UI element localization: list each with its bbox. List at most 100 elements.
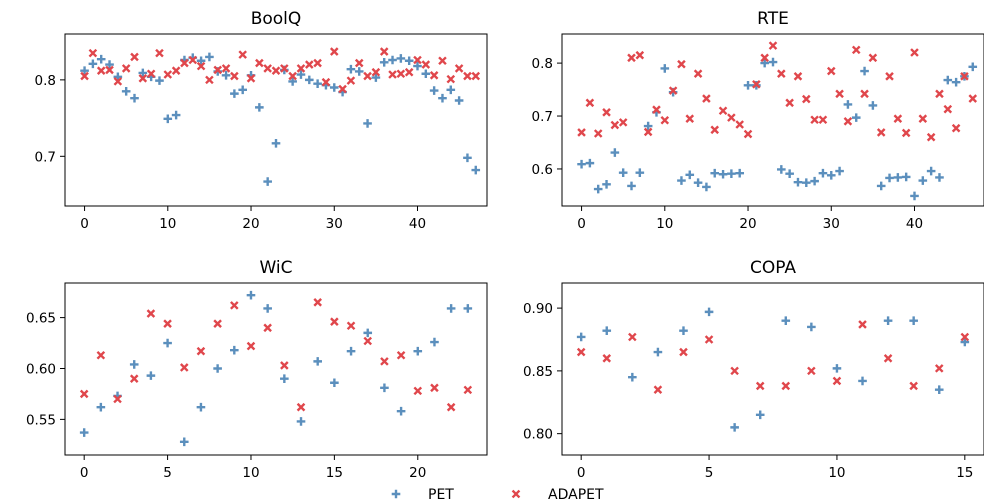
data-point <box>702 94 711 103</box>
data-point <box>438 93 447 103</box>
data-point <box>793 177 803 187</box>
panel-title: RTE <box>757 9 789 29</box>
data-point <box>704 307 714 317</box>
data-point <box>221 70 231 80</box>
data-point <box>968 62 978 72</box>
data-point <box>935 173 944 182</box>
data-point <box>718 169 728 179</box>
x-tick-label: 40 <box>409 216 426 232</box>
data-point <box>635 50 645 60</box>
data-point <box>205 52 214 62</box>
x-tick-label: 0 <box>577 465 586 481</box>
data-point <box>363 336 373 346</box>
data-point <box>602 180 611 189</box>
data-point <box>860 66 869 76</box>
data-point <box>329 47 339 56</box>
y-tick-label: 0.90 <box>523 301 553 317</box>
data-point <box>396 54 406 63</box>
data-point <box>380 383 389 393</box>
data-point <box>446 85 456 95</box>
data-point <box>238 50 247 59</box>
series-adapet <box>577 41 978 142</box>
data-point <box>371 73 381 82</box>
y-tick-label: 0.85 <box>523 364 553 380</box>
data-point <box>743 81 753 90</box>
data-point <box>660 64 670 73</box>
data-point <box>463 304 473 313</box>
data-point <box>730 423 739 432</box>
legend: PET ADAPET <box>391 487 604 503</box>
data-point <box>777 69 786 78</box>
data-point <box>296 70 306 79</box>
data-point <box>910 48 919 57</box>
data-point <box>146 309 156 318</box>
plot-frame <box>561 282 984 456</box>
data-point <box>363 71 372 81</box>
data-point <box>363 328 373 338</box>
data-point <box>643 121 653 131</box>
legend-entry-pet: PET <box>391 487 454 503</box>
data-point <box>752 79 761 89</box>
data-point <box>430 383 439 393</box>
data-point <box>704 335 714 344</box>
data-point <box>918 176 928 185</box>
data-point <box>693 178 703 188</box>
data-point <box>885 173 894 183</box>
data-point <box>602 326 612 336</box>
data-point <box>404 56 414 66</box>
data-point <box>271 139 281 148</box>
x-tick-label: 10 <box>159 216 176 232</box>
panel-title: COPA <box>750 258 796 278</box>
data-point <box>810 115 819 125</box>
data-point <box>471 71 481 81</box>
data-point <box>685 170 695 180</box>
data-point <box>130 52 139 62</box>
data-point <box>379 47 389 56</box>
data-point <box>755 410 765 420</box>
data-point <box>205 75 214 85</box>
data-point <box>263 64 272 73</box>
data-point <box>329 83 339 92</box>
data-point <box>951 77 961 87</box>
data-point <box>88 59 98 69</box>
series-adapet <box>576 320 970 395</box>
data-point <box>404 67 414 77</box>
data-point <box>421 69 431 79</box>
data-point <box>221 64 231 73</box>
data-point <box>943 104 953 114</box>
data-point <box>768 57 778 67</box>
data-point <box>943 75 953 85</box>
x-tick-label: 10 <box>828 465 845 481</box>
data-point <box>807 366 816 376</box>
data-point <box>146 69 156 79</box>
series-pet <box>576 307 970 432</box>
x-tick-label: 0 <box>80 465 89 481</box>
data-point <box>313 298 322 307</box>
data-point <box>628 372 637 382</box>
data-point <box>618 168 628 177</box>
data-point <box>113 394 122 404</box>
x-tick-label: 0 <box>80 216 89 232</box>
x-tick-label: 30 <box>326 216 343 232</box>
data-point <box>146 371 156 380</box>
x-tick-label: 20 <box>739 216 756 232</box>
data-point <box>851 45 861 55</box>
data-point <box>288 77 297 86</box>
x-tick-label: 5 <box>705 465 714 481</box>
plot-frame <box>64 282 488 456</box>
data-point <box>618 118 628 127</box>
data-point <box>755 381 765 391</box>
data-point <box>263 304 272 313</box>
data-point <box>96 66 106 75</box>
data-point <box>346 321 356 331</box>
data-point <box>163 338 172 348</box>
data-point <box>653 347 663 357</box>
data-point <box>858 320 867 329</box>
data-point <box>213 319 222 328</box>
panel-wic: WiC 0 5 10 15 20 0.55 0.60 0.65 <box>26 258 488 481</box>
data-point <box>883 354 893 363</box>
legend-marker <box>391 489 401 499</box>
data-point <box>627 181 636 191</box>
data-point <box>113 72 123 82</box>
data-point <box>280 361 289 370</box>
